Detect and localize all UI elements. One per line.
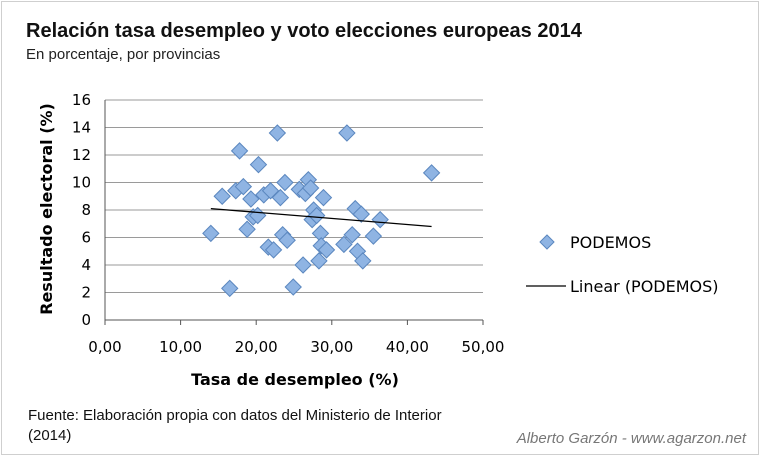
author-credit: Alberto Garzón - www.agarzon.net	[516, 430, 746, 447]
data-point-podemos	[371, 210, 389, 229]
data-point-podemos	[335, 235, 353, 254]
y-tick-label: 6	[81, 229, 91, 247]
y-tick-label: 2	[81, 284, 91, 302]
y-tick-label: 0	[81, 311, 91, 329]
x-tick-label: 40,00	[386, 338, 429, 356]
data-point-podemos	[202, 224, 220, 243]
data-point-podemos	[271, 188, 290, 207]
x-axis-label: Tasa de desempleo (%)	[191, 370, 399, 389]
data-point-podemos	[238, 220, 256, 238]
data-point-podemos	[310, 252, 328, 270]
legend-label-trend: Linear (PODEMOS)	[570, 277, 719, 296]
data-point-podemos	[422, 164, 441, 182]
y-axis-label: Resultado electoral (%)	[37, 103, 56, 315]
legend-marker-podemos	[539, 234, 555, 250]
data-point-podemos	[317, 241, 336, 259]
data-point-podemos	[276, 173, 294, 192]
data-point-podemos	[264, 241, 283, 259]
data-point-podemos	[221, 279, 239, 298]
grid-lines	[104, 99, 484, 325]
y-tick-labels: 0 2 4 6 8 10 12 14 16	[72, 91, 91, 329]
x-tick-label: 50,00	[462, 338, 505, 356]
data-points	[202, 124, 441, 298]
data-point-podemos	[230, 142, 249, 160]
data-point-podemos	[242, 190, 260, 208]
y-tick-label: 10	[72, 174, 91, 192]
data-point-podemos	[213, 187, 231, 205]
x-tick-labels: 0,00 10,00 20,00 30,00 40,00 50,00	[88, 338, 504, 356]
y-tick-label: 12	[72, 146, 91, 164]
y-tick-label: 14	[72, 119, 91, 137]
chart-title: Relación tasa desempleo y voto eleccione…	[26, 20, 582, 42]
x-tick-label: 10,00	[159, 338, 202, 356]
y-tick-label: 16	[72, 91, 91, 109]
data-point-podemos	[364, 227, 383, 245]
data-point-podemos	[284, 278, 302, 296]
data-point-podemos	[278, 231, 296, 249]
data-point-podemos	[314, 188, 333, 207]
data-point-podemos	[301, 179, 320, 197]
data-point-podemos	[338, 124, 356, 142]
trend-line	[210, 207, 432, 228]
x-tick-label: 0,00	[88, 338, 121, 356]
y-tick-label: 4	[81, 256, 91, 274]
data-point-podemos	[294, 256, 312, 274]
data-point-podemos	[352, 205, 370, 223]
chart-subtitle: En porcentaje, por provincias	[26, 46, 221, 63]
data-point-podemos	[343, 226, 361, 244]
legend-label-podemos: PODEMOS	[570, 233, 651, 252]
data-point-podemos	[307, 206, 326, 225]
y-tick-label: 8	[81, 201, 91, 219]
x-tick-label: 20,00	[235, 338, 278, 356]
data-point-podemos	[249, 155, 268, 174]
legend: PODEMOS Linear (PODEMOS)	[526, 233, 719, 296]
data-point-podemos	[268, 124, 287, 142]
x-tick-label: 30,00	[310, 338, 353, 356]
source-note: Fuente: Elaboración propia con datos del…	[28, 407, 442, 444]
data-point-podemos	[354, 252, 372, 270]
data-point-podemos	[234, 177, 253, 196]
